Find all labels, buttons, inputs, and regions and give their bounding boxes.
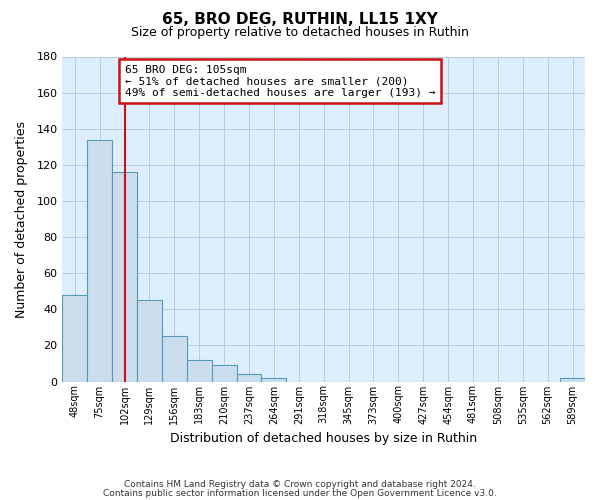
Y-axis label: Number of detached properties: Number of detached properties [15,120,28,318]
Bar [137,300,162,382]
Bar [62,295,87,382]
Bar [112,172,137,382]
Text: 65 BRO DEG: 105sqm
← 51% of detached houses are smaller (200)
49% of semi-detach: 65 BRO DEG: 105sqm ← 51% of detached hou… [125,64,436,98]
Text: Contains public sector information licensed under the Open Government Licence v3: Contains public sector information licen… [103,489,497,498]
Text: Contains HM Land Registry data © Crown copyright and database right 2024.: Contains HM Land Registry data © Crown c… [124,480,476,489]
Text: 65, BRO DEG, RUTHIN, LL15 1XY: 65, BRO DEG, RUTHIN, LL15 1XY [162,12,438,28]
Bar [560,378,585,382]
Bar [87,140,112,382]
Bar [162,336,187,382]
Text: Size of property relative to detached houses in Ruthin: Size of property relative to detached ho… [131,26,469,39]
Bar [262,378,286,382]
X-axis label: Distribution of detached houses by size in Ruthin: Distribution of detached houses by size … [170,432,477,445]
Bar [212,366,236,382]
Bar [236,374,262,382]
Bar [187,360,212,382]
